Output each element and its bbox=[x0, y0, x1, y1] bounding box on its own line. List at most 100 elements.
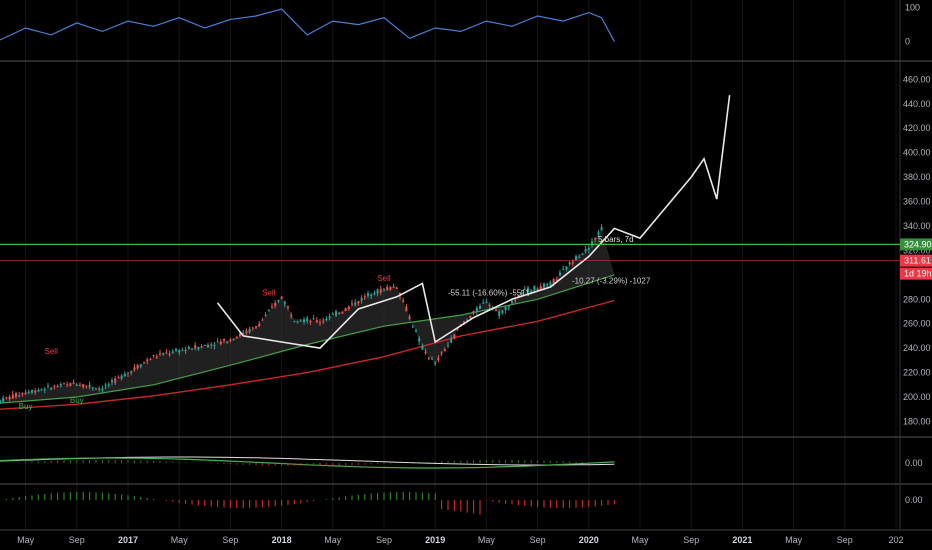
candle-body bbox=[197, 347, 200, 350]
candle-body bbox=[485, 301, 488, 303]
candle-body bbox=[85, 385, 88, 387]
candle-body bbox=[306, 318, 309, 321]
price-tick-label: 240.00 bbox=[903, 343, 931, 353]
time-tick-label: 2018 bbox=[272, 535, 292, 545]
candle-body bbox=[319, 322, 321, 324]
candle-body bbox=[328, 316, 331, 318]
candle-body bbox=[578, 257, 581, 259]
oscillator-panel[interactable] bbox=[0, 8, 615, 42]
candle-body bbox=[229, 339, 232, 341]
candle-body bbox=[191, 348, 193, 350]
candle-body bbox=[287, 306, 289, 308]
candle-body bbox=[75, 384, 78, 386]
histogram-tick-label: 0.00 bbox=[905, 495, 923, 505]
candle-body bbox=[523, 288, 526, 290]
candle-body bbox=[82, 384, 85, 388]
candle-body bbox=[223, 338, 225, 341]
price-badge-label: 311.61 bbox=[904, 256, 931, 266]
candle-body bbox=[98, 388, 101, 390]
change-annotation: -55.11 (-16.60%) -5511 bbox=[448, 289, 530, 298]
candle-body bbox=[293, 321, 296, 323]
price-badge-label: 1d 19h bbox=[904, 269, 932, 279]
candle-body bbox=[437, 357, 440, 361]
candle-body bbox=[479, 305, 481, 309]
candle-body bbox=[194, 345, 197, 349]
candle-body bbox=[139, 364, 142, 367]
candle-body bbox=[127, 372, 129, 374]
candle-body bbox=[584, 248, 587, 252]
candle-body bbox=[88, 384, 91, 387]
candle-body bbox=[210, 344, 213, 346]
candle-body bbox=[408, 316, 411, 319]
time-tick-label: 202 bbox=[888, 535, 903, 545]
candle-body bbox=[453, 334, 456, 338]
candle-body bbox=[411, 326, 414, 328]
price-tick-label: 340.00 bbox=[903, 221, 931, 231]
candle-body bbox=[117, 377, 120, 379]
candle-body bbox=[242, 332, 245, 335]
price-tick-label: 400.00 bbox=[903, 148, 931, 158]
candle-body bbox=[504, 306, 507, 310]
histogram-panel[interactable] bbox=[0, 492, 616, 515]
candle-body bbox=[309, 321, 312, 323]
candle-body bbox=[370, 295, 373, 297]
candle-body bbox=[575, 256, 577, 260]
candle-body bbox=[472, 311, 475, 314]
price-tick-label: 260.00 bbox=[903, 319, 931, 329]
candle-body bbox=[299, 320, 302, 322]
oscillator-tick-label: 100 bbox=[905, 2, 920, 12]
candle-body bbox=[507, 305, 510, 308]
candle-body bbox=[440, 352, 443, 354]
candle-body bbox=[562, 269, 565, 271]
candle-body bbox=[335, 311, 337, 316]
candle-body bbox=[43, 389, 46, 391]
candle-body bbox=[79, 385, 81, 387]
candle-body bbox=[571, 261, 574, 264]
candle-body bbox=[47, 385, 49, 387]
price-tick-label: 180.00 bbox=[903, 416, 931, 426]
time-tick-label: Sep bbox=[222, 535, 238, 545]
price-tick-label: 460.00 bbox=[903, 74, 931, 84]
candle-body bbox=[290, 315, 293, 317]
candle-body bbox=[498, 311, 501, 316]
candle-body bbox=[351, 303, 353, 305]
time-tick-label: May bbox=[324, 535, 342, 545]
candle-body bbox=[50, 388, 53, 390]
time-tick-label: 2020 bbox=[579, 535, 599, 545]
candle-body bbox=[373, 293, 376, 295]
candle-body bbox=[463, 321, 465, 323]
candle-body bbox=[559, 272, 561, 276]
candle-body bbox=[18, 395, 21, 397]
candle-body bbox=[91, 387, 94, 389]
price-badge-label: 324.90 bbox=[904, 239, 932, 249]
candle-body bbox=[216, 341, 219, 343]
candle-body bbox=[24, 392, 27, 395]
candle-body bbox=[536, 289, 539, 291]
price-axis[interactable]: 100 0 460.00 440.00 420.00 400.00 380.00 360.00… bbox=[900, 2, 932, 505]
price-tick-label: 420.00 bbox=[903, 123, 931, 133]
candle-body bbox=[383, 288, 385, 290]
candle-body bbox=[354, 302, 357, 305]
time-axis[interactable]: May Sep 2017 May Sep 2018 May Sep 2019 May Sep 2020… bbox=[17, 535, 903, 545]
macd-panel[interactable] bbox=[0, 456, 615, 469]
candle-body bbox=[418, 338, 421, 342]
candle-body bbox=[274, 303, 277, 307]
time-tick-label: Sep bbox=[530, 535, 546, 545]
candle-body bbox=[255, 326, 257, 328]
candle-body bbox=[248, 328, 251, 333]
ma-ribbon bbox=[0, 228, 615, 404]
candle-body bbox=[277, 299, 280, 302]
candle-body bbox=[389, 287, 392, 290]
vertical-gridlines bbox=[25, 0, 897, 530]
candle-body bbox=[386, 287, 389, 291]
price-panel[interactable]: Sell Buy Buy Sell Sell 5 bars, 7d -10.27 (-3.2… bbox=[0, 95, 900, 411]
candle-body bbox=[107, 384, 110, 386]
candle-body bbox=[357, 301, 360, 304]
candle-body bbox=[344, 308, 347, 311]
sma-red-line bbox=[0, 299, 615, 410]
time-tick-label: Sep bbox=[837, 535, 853, 545]
candle-body bbox=[5, 397, 8, 399]
oscillator-tick-label: 0 bbox=[905, 37, 910, 47]
candle-body bbox=[594, 238, 597, 240]
candle-body bbox=[434, 362, 437, 364]
